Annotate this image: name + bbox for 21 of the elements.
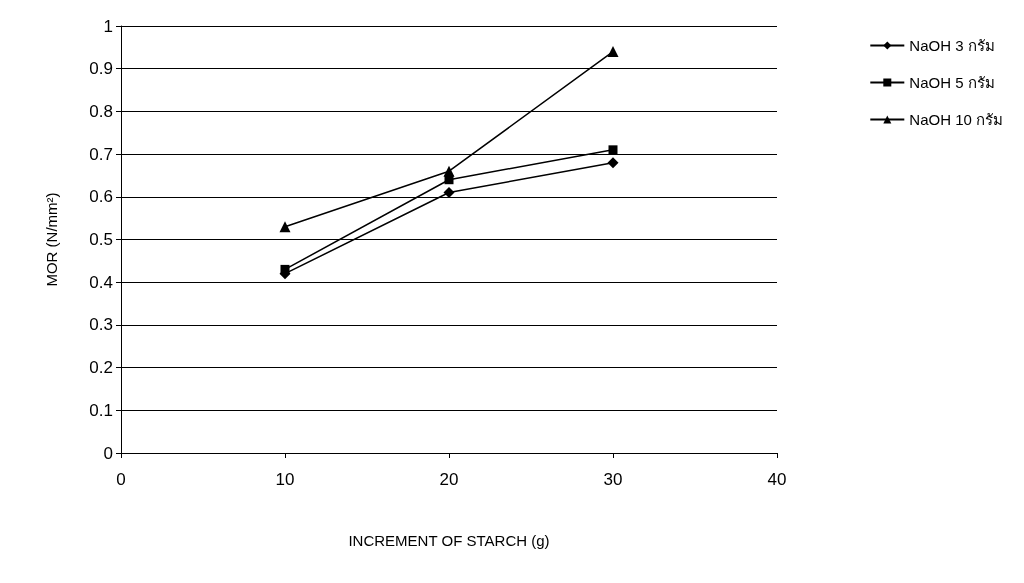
y-tick-label: 0 — [103, 443, 113, 463]
x-tick-label: 30 — [603, 470, 623, 489]
legend-label: NaOH 5 กรัม — [909, 74, 995, 91]
y-tick-label: 0.8 — [89, 101, 113, 121]
y-tick-label: 0.3 — [89, 315, 113, 335]
y-tick-label: 0.6 — [89, 187, 113, 207]
x-axis-title: INCREMENT OF STARCH (g) — [348, 532, 550, 549]
y-tick-label: 1 — [103, 16, 113, 36]
x-tick-label: 10 — [275, 470, 295, 489]
x-tick-label: 40 — [767, 470, 787, 489]
y-tick-label: 0.1 — [89, 400, 113, 420]
legend-label: NaOH 10 กรัม — [909, 111, 1004, 128]
y-tick-label: 0.9 — [89, 59, 113, 79]
y-axis-title: MOR (N/mm²) — [43, 192, 60, 287]
y-tick-label: 0.2 — [89, 358, 113, 378]
y-tick-label: 0.4 — [89, 272, 113, 292]
x-tick-label: 0 — [116, 470, 126, 489]
y-tick-label: 0.7 — [89, 144, 113, 164]
y-tick-label: 0.5 — [89, 230, 113, 249]
x-tick-label: 20 — [439, 470, 459, 489]
legend-label: NaOH 3 กรัม — [909, 37, 995, 54]
